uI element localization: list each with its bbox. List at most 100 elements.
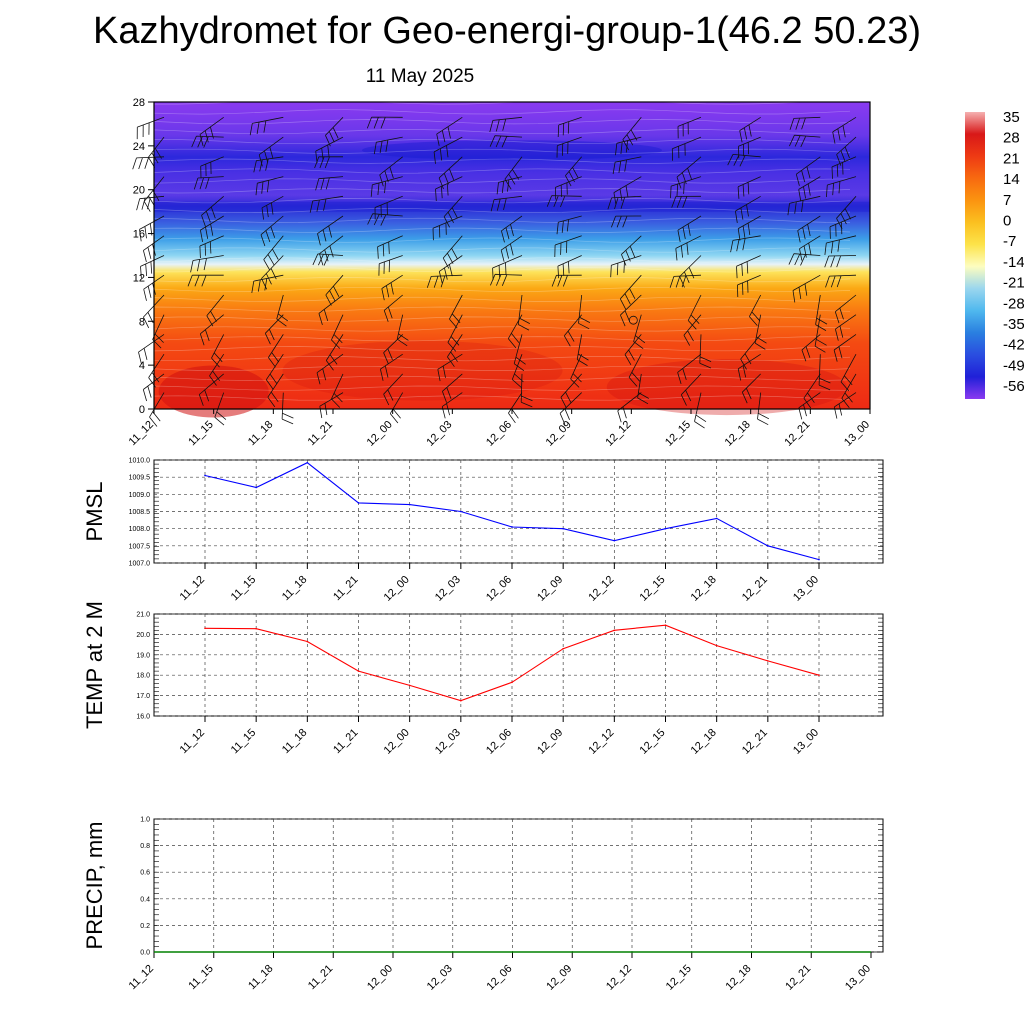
x-tick-label: 11_21 [331, 574, 361, 604]
colorbar-label: 21 [1003, 150, 1020, 167]
x-tick-label: 11_18 [280, 574, 310, 604]
temperature-colorbar: 35 28 21 14 7 0 -7 -14 -21 -28 -35 -42 -49 -56 [965, 109, 1024, 399]
wind-barb [671, 195, 702, 208]
data-point [255, 627, 257, 630]
wind-barb [557, 255, 582, 279]
wind-barb [377, 235, 403, 259]
wind-barb [438, 255, 463, 284]
wind-barb [829, 215, 857, 239]
x-tick-label: 12_00 [382, 727, 412, 757]
contour-line [153, 158, 851, 164]
wind-barb [611, 215, 642, 228]
wind-barb [570, 354, 583, 388]
wind-barb [504, 156, 523, 190]
x-tick-label: 13_00 [842, 419, 872, 449]
wind-barb [621, 235, 642, 266]
y-tick-label: 0 [139, 404, 145, 416]
contour-line [153, 138, 851, 145]
wind-barb [258, 136, 284, 167]
wind-barb [317, 215, 344, 246]
x-tick-label: 12_15 [663, 419, 693, 449]
wind-barb [249, 116, 284, 136]
wind-barb [206, 294, 225, 327]
wind-barb [199, 116, 224, 147]
wind-barb [676, 156, 702, 189]
wind-barb [637, 373, 649, 405]
wind-barb [612, 156, 642, 175]
wind-barb [432, 215, 463, 241]
x-tick-label: 13_00 [843, 963, 873, 993]
wind-barb [447, 314, 463, 352]
wind-barb [378, 255, 403, 276]
wind-barb [383, 373, 403, 406]
wind-barb [833, 334, 857, 362]
wind-barb [826, 176, 857, 198]
x-tick-label: 12_03 [424, 419, 454, 449]
y-tick-label: 17.0 [136, 693, 150, 700]
y-tick-label: 0.8 [140, 843, 150, 850]
x-tick-label: 11_18 [246, 419, 276, 449]
wind-barb [787, 195, 821, 216]
colorbar-label: -49 [1003, 357, 1024, 374]
wind-barb [140, 255, 165, 279]
colorbar-label: 0 [1003, 213, 1011, 230]
contour-line [153, 286, 851, 293]
y-axis-label: TEMP at 2 M [82, 601, 107, 729]
contour-line [153, 296, 851, 302]
wind-barb [736, 255, 761, 279]
y-tick-label: 0.0 [140, 950, 150, 957]
data-point [306, 640, 309, 643]
wind-barb [740, 334, 762, 370]
wind-barb [815, 294, 828, 331]
y-tick-label: 1007.5 [129, 543, 151, 550]
wind-barb [788, 253, 821, 266]
chart-title: Kazhydromet for Geo-energi-group-1(46.2 … [92, 10, 921, 52]
y-tick-label: 18.0 [136, 673, 150, 680]
wind-barb [260, 215, 284, 247]
contour-line [153, 119, 851, 125]
wind-barb [559, 392, 582, 425]
wind-barb [613, 176, 642, 205]
wind-barb [610, 255, 642, 278]
y-tick-label: 12 [133, 272, 145, 284]
wind-barb [675, 235, 702, 261]
wind-barb [492, 255, 523, 281]
wind-barb [312, 253, 344, 266]
wind-barb [735, 195, 761, 223]
wind-barb [381, 274, 403, 301]
wind-barb [576, 334, 589, 366]
data-point [255, 486, 257, 489]
colorbar-label: 7 [1003, 192, 1011, 209]
contour-line [153, 198, 851, 204]
colorbar-label: -14 [1003, 254, 1024, 271]
x-tick-label: 12_15 [664, 963, 694, 993]
contour-line [153, 356, 851, 362]
wind-barb [824, 235, 857, 255]
wind-barb [737, 176, 761, 199]
wind-barb [803, 373, 821, 409]
wind-barb [798, 176, 821, 202]
contour-line [153, 277, 851, 283]
x-tick-label: 11_12 [178, 727, 208, 757]
x-tick-label: 12_09 [544, 419, 574, 449]
contour-line [153, 267, 851, 273]
y-tick-label: 1008.5 [129, 509, 151, 516]
wind-barb [560, 373, 582, 409]
x-tick-label: 11_15 [229, 574, 259, 604]
wind-barb [619, 274, 642, 310]
wind-barb [383, 294, 403, 322]
cold-band-tropopause [154, 201, 870, 212]
wind-barb [325, 334, 344, 371]
data-point [408, 503, 411, 506]
wind-barb [670, 176, 702, 199]
wind-barb [699, 334, 712, 369]
data-point [818, 674, 820, 676]
wind-barb [633, 314, 646, 350]
calm-wind-marker [628, 315, 638, 325]
wind-barb [517, 294, 530, 331]
wind-barb [373, 136, 403, 155]
y-tick-label: 1009.5 [129, 475, 151, 482]
contour-line [153, 178, 851, 184]
wind-barb [554, 235, 582, 258]
contour-line [153, 237, 851, 243]
